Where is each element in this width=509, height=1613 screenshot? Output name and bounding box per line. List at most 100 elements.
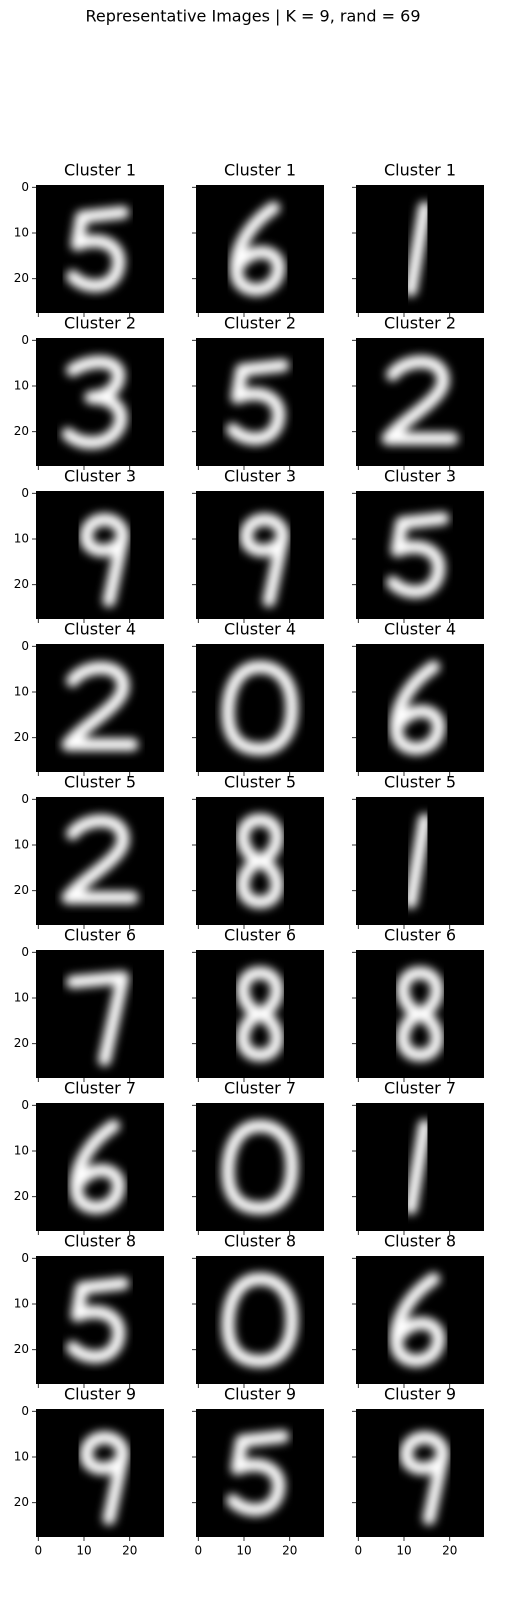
digit-stroke (389, 1272, 446, 1367)
digit-stroke (61, 661, 139, 751)
digit-stroke (381, 355, 459, 445)
digit-image (239, 513, 290, 608)
x-tick-label: 0 (354, 1544, 362, 1558)
y-tick-label: 20 (14, 730, 29, 744)
digit-image (79, 513, 130, 608)
y-tick-label: 0 (21, 333, 29, 347)
panel-title: Cluster 2 (384, 314, 456, 333)
digit-stroke (221, 1272, 299, 1368)
y-tick-label: 20 (14, 1495, 29, 1509)
digit-stroke (404, 201, 431, 297)
digit-stroke (236, 813, 284, 909)
y-tick-label: 10 (14, 838, 29, 852)
digit-stroke (221, 1119, 299, 1215)
digit-image (396, 966, 444, 1062)
x-tick-label: 20 (282, 1544, 297, 1558)
y-tick-label: 0 (21, 486, 29, 500)
y-tick-label: 0 (21, 1098, 29, 1112)
panel-title: Cluster 5 (64, 773, 136, 792)
digit-image (389, 660, 446, 755)
panel-title: Cluster 7 (384, 1079, 456, 1098)
image-background (36, 185, 164, 313)
x-tick-label: 10 (236, 1544, 251, 1558)
digit-stroke (226, 1430, 290, 1517)
y-tick-label: 20 (14, 424, 29, 438)
y-tick-label: 10 (14, 685, 29, 699)
image-background (196, 338, 324, 466)
panel-title: Cluster 6 (384, 926, 456, 945)
digit-image (61, 661, 139, 751)
figure-title: Representative Images | K = 9, rand = 69 (85, 7, 420, 26)
digit-image (221, 1119, 299, 1215)
x-tick-label: 10 (396, 1544, 411, 1558)
digit-image (389, 1272, 446, 1367)
digit-image (61, 814, 139, 904)
digit-image (66, 971, 130, 1067)
digit-image (236, 966, 284, 1062)
digit-stroke (239, 513, 290, 608)
digit-stroke (236, 966, 284, 1062)
digit-image (61, 355, 128, 449)
y-tick-label: 20 (14, 1036, 29, 1050)
digit-stroke (66, 971, 130, 1067)
panel-title: Cluster 4 (384, 620, 456, 639)
digit-image (66, 206, 130, 293)
y-tick-label: 0 (21, 1404, 29, 1418)
y-tick-label: 20 (14, 883, 29, 897)
panel-title: Cluster 8 (224, 1232, 296, 1251)
y-tick-label: 10 (14, 991, 29, 1005)
digit-image (69, 1119, 126, 1214)
digit-stroke (404, 813, 431, 909)
panel-title: Cluster 1 (64, 161, 136, 180)
digit-image (404, 201, 431, 297)
y-tick-label: 0 (21, 639, 29, 653)
panel-title: Cluster 8 (64, 1232, 136, 1251)
image-background (36, 1256, 164, 1384)
digit-image (66, 1277, 130, 1364)
digit-image (221, 660, 299, 756)
digit-image (236, 813, 284, 909)
y-tick-label: 10 (14, 1450, 29, 1464)
digit-image (404, 813, 431, 909)
panel-title: Cluster 4 (64, 620, 136, 639)
panel-title: Cluster 2 (224, 314, 296, 333)
y-tick-label: 0 (21, 945, 29, 959)
panel-title: Cluster 3 (64, 467, 136, 486)
digit-image (404, 1119, 431, 1215)
digit-image (399, 1431, 450, 1526)
panel-title: Cluster 9 (64, 1385, 136, 1404)
digit-stroke (69, 1119, 126, 1214)
digit-stroke (66, 1277, 130, 1364)
panel-title: Cluster 7 (64, 1079, 136, 1098)
panel-title: Cluster 3 (224, 467, 296, 486)
digit-stroke (386, 512, 450, 599)
digit-stroke (404, 1119, 431, 1215)
panel-title: Cluster 8 (384, 1232, 456, 1251)
panel-title: Cluster 3 (384, 467, 456, 486)
digit-image (221, 1272, 299, 1368)
y-tick-label: 0 (21, 792, 29, 806)
y-tick-label: 10 (14, 1297, 29, 1311)
y-tick-label: 20 (14, 1342, 29, 1356)
y-tick-label: 20 (14, 577, 29, 591)
digit-stroke (61, 355, 128, 449)
digit-stroke (399, 1431, 450, 1526)
y-tick-label: 10 (14, 1144, 29, 1158)
x-tick-label: 20 (122, 1544, 137, 1558)
panel-title: Cluster 6 (224, 926, 296, 945)
digit-image (79, 1431, 130, 1526)
panel-title: Cluster 5 (384, 773, 456, 792)
y-tick-label: 20 (14, 271, 29, 285)
panel-title: Cluster 6 (64, 926, 136, 945)
panel-title: Cluster 2 (64, 314, 136, 333)
digit-image (381, 355, 459, 445)
digit-image (229, 201, 286, 296)
y-tick-label: 20 (14, 1189, 29, 1203)
digit-stroke (61, 814, 139, 904)
digit-stroke (396, 966, 444, 1062)
panel-title: Cluster 1 (224, 161, 296, 180)
panel-title: Cluster 4 (224, 620, 296, 639)
digit-image (226, 1430, 290, 1517)
panel-title: Cluster 1 (384, 161, 456, 180)
